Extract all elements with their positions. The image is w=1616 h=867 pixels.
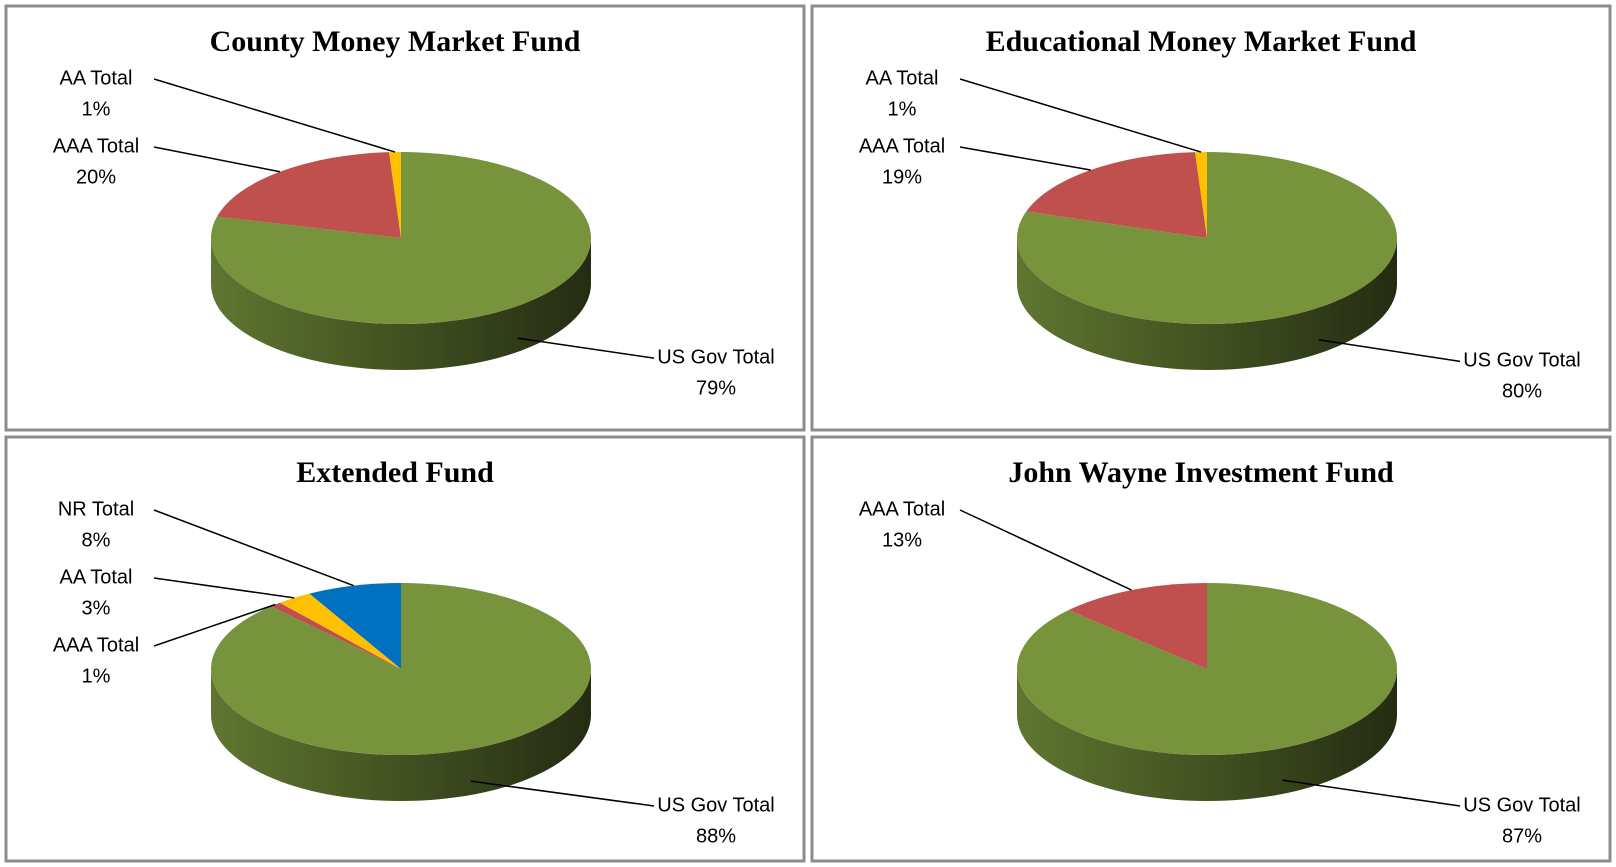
chart-title: Educational Money Market Fund <box>986 25 1417 58</box>
chart-panel: Extended Fund US Gov Total 88% AAA Total 1% A… <box>4 435 806 863</box>
leader-line <box>959 78 1202 153</box>
value-label: 87% <box>1502 825 1542 847</box>
value-label: 19% <box>882 166 922 188</box>
leader-line <box>153 78 396 153</box>
value-label: 20% <box>76 166 116 188</box>
category-label: AA Total <box>59 67 132 89</box>
value-label: 1% <box>82 665 111 687</box>
slice <box>270 602 401 669</box>
chart-panel: John Wayne Investment Fund US Gov Total 87… <box>810 435 1612 863</box>
leader-line <box>470 780 655 807</box>
slice <box>389 152 401 238</box>
leader-line <box>1318 339 1461 363</box>
category-label: AA Total <box>59 566 132 588</box>
slice <box>216 152 401 238</box>
category-label: NR Total <box>58 498 134 520</box>
leader-line <box>153 577 295 599</box>
category-label: US Gov Total <box>657 346 774 368</box>
value-label: 1% <box>82 98 111 120</box>
leader-line <box>153 603 276 647</box>
chart-title: Extended Fund <box>296 456 494 489</box>
value-label: 13% <box>882 529 922 551</box>
slice <box>1068 583 1207 669</box>
slice-side <box>1017 669 1397 801</box>
chart-panel: County Money Market Fund US Gov Total 79% A… <box>4 4 806 432</box>
leader-line <box>959 509 1132 591</box>
category-label: AAA Total <box>53 634 139 656</box>
category-label: AAA Total <box>859 498 945 520</box>
chart-panel: Educational Money Market Fund US Gov Tota… <box>810 4 1612 432</box>
slice <box>309 583 401 669</box>
leader-line <box>153 146 281 173</box>
leader-line <box>517 337 655 359</box>
category-label: US Gov Total <box>1463 794 1580 816</box>
value-label: 3% <box>82 597 111 619</box>
slice <box>279 593 401 669</box>
category-label: AA Total <box>865 67 938 89</box>
value-label: 88% <box>696 825 736 847</box>
category-label: US Gov Total <box>1463 350 1580 372</box>
slice-side <box>211 669 591 801</box>
leader-line <box>153 509 355 587</box>
category-label: AAA Total <box>859 135 945 157</box>
slice <box>1195 152 1207 238</box>
slice-side <box>211 238 591 370</box>
slice-side <box>1017 238 1397 370</box>
slice <box>1026 152 1207 238</box>
value-label: 79% <box>696 377 736 399</box>
value-label: 8% <box>82 529 111 551</box>
chart-title: County Money Market Fund <box>210 25 581 58</box>
leader-line <box>1282 779 1461 807</box>
category-label: AAA Total <box>53 135 139 157</box>
slice <box>1017 583 1397 755</box>
value-label: 1% <box>888 98 917 120</box>
category-label: US Gov Total <box>657 794 774 816</box>
chart-title: John Wayne Investment Fund <box>1008 456 1394 489</box>
value-label: 80% <box>1502 381 1542 403</box>
leader-line <box>959 146 1091 171</box>
